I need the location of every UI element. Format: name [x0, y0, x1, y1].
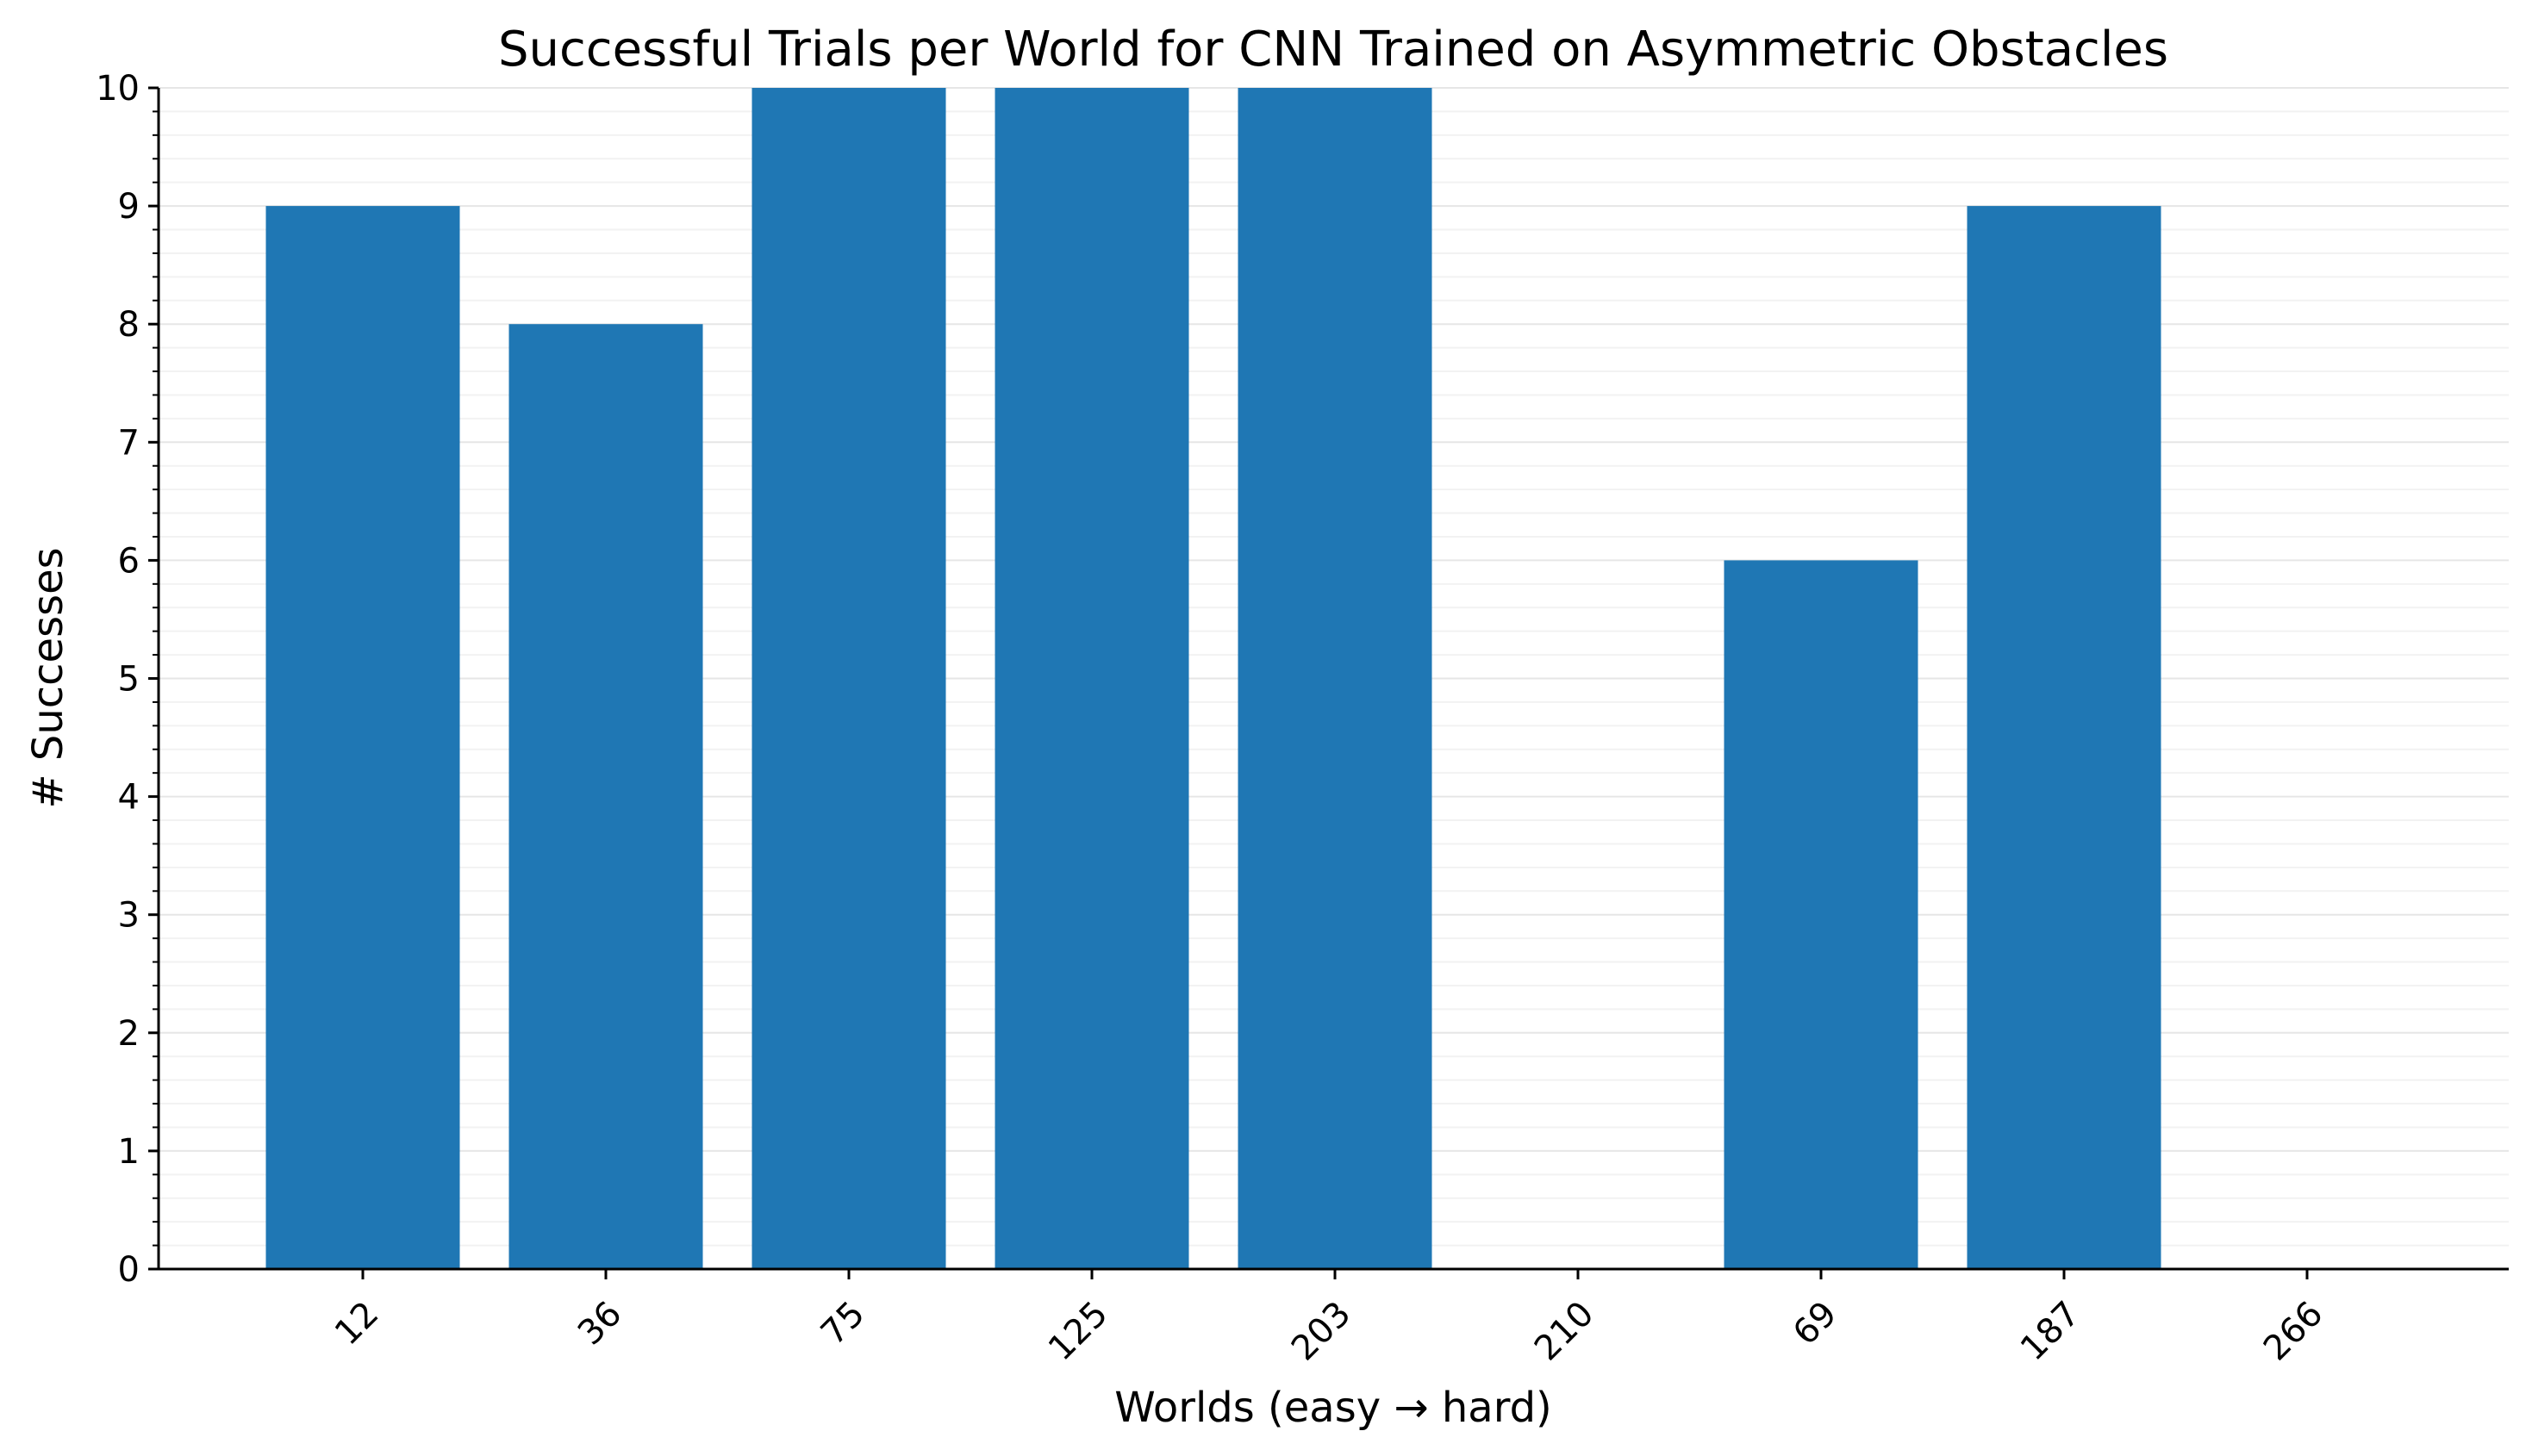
y-tick-label: 7 — [118, 423, 140, 463]
y-tick-label: 0 — [118, 1250, 140, 1290]
y-tick-label: 1 — [118, 1132, 140, 1172]
x-axis-label: Worlds (easy → hard) — [1114, 1384, 1552, 1432]
y-tick-label: 6 — [118, 541, 140, 581]
bar — [751, 88, 946, 1269]
bar — [508, 324, 703, 1270]
y-axis-label: # Successes — [24, 547, 72, 808]
y-tick-label: 2 — [118, 1014, 140, 1054]
chart-title: Successful Trials per World for CNN Trai… — [498, 22, 2168, 78]
y-tick-label: 3 — [118, 896, 140, 936]
bar — [995, 88, 1189, 1269]
bar — [1724, 560, 1918, 1269]
y-tick-label: 5 — [118, 660, 140, 700]
bar — [265, 206, 460, 1270]
bars — [265, 88, 2161, 1270]
y-ticks: 0 1 2 3 4 5 6 7 8 9 10 — [96, 69, 159, 1290]
y-tick-label: 9 — [118, 187, 140, 227]
bar — [1967, 206, 2161, 1270]
bar — [1238, 88, 1432, 1269]
y-tick-label: 10 — [96, 69, 140, 109]
y-tick-label: 8 — [118, 305, 140, 345]
y-tick-label: 4 — [118, 778, 140, 818]
